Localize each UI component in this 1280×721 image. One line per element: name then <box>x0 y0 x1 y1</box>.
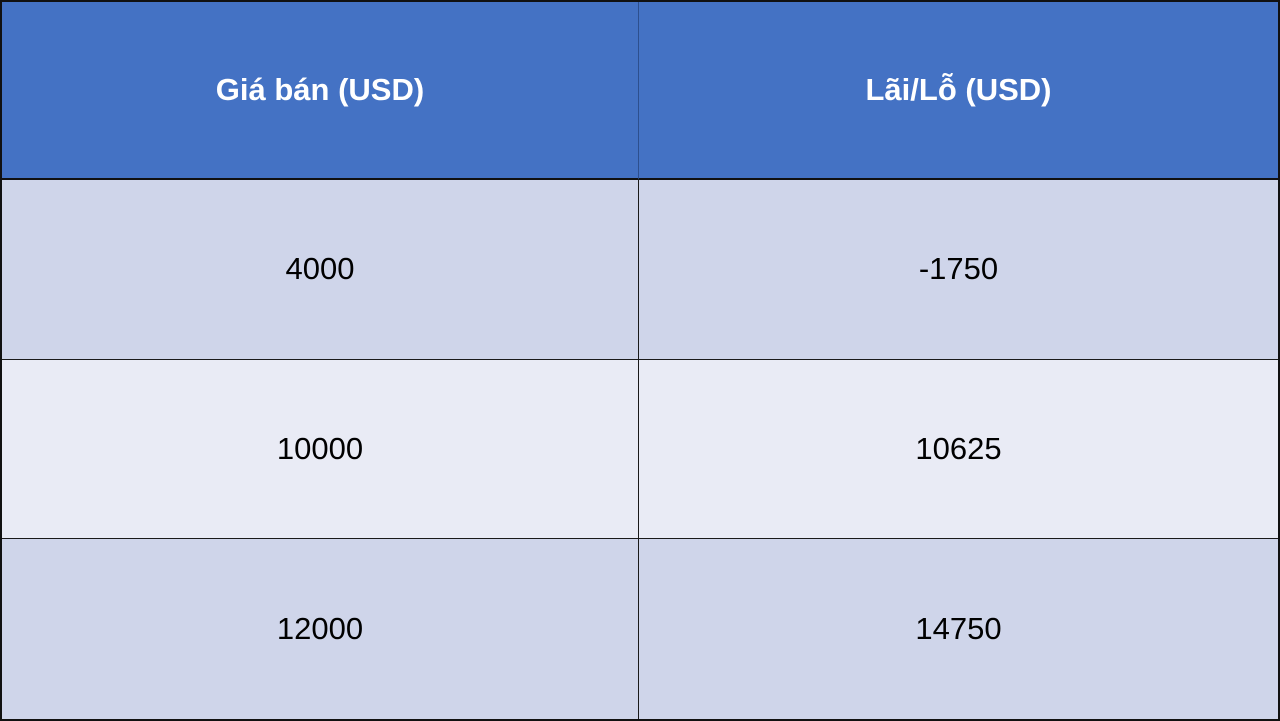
cell-selling-price-row-1: 4000 <box>2 180 639 360</box>
header-selling-price: Giá bán (USD) <box>2 2 639 180</box>
cell-profit-loss-row-2: 10625 <box>639 359 1278 540</box>
cell-selling-price-row-2: 10000 <box>2 359 639 540</box>
cell-selling-price-row-3: 12000 <box>2 539 639 719</box>
cell-profit-loss-row-1: -1750 <box>639 180 1278 360</box>
header-profit-loss: Lãi/Lỗ (USD) <box>639 2 1278 180</box>
cell-profit-loss-row-3: 14750 <box>639 539 1278 719</box>
